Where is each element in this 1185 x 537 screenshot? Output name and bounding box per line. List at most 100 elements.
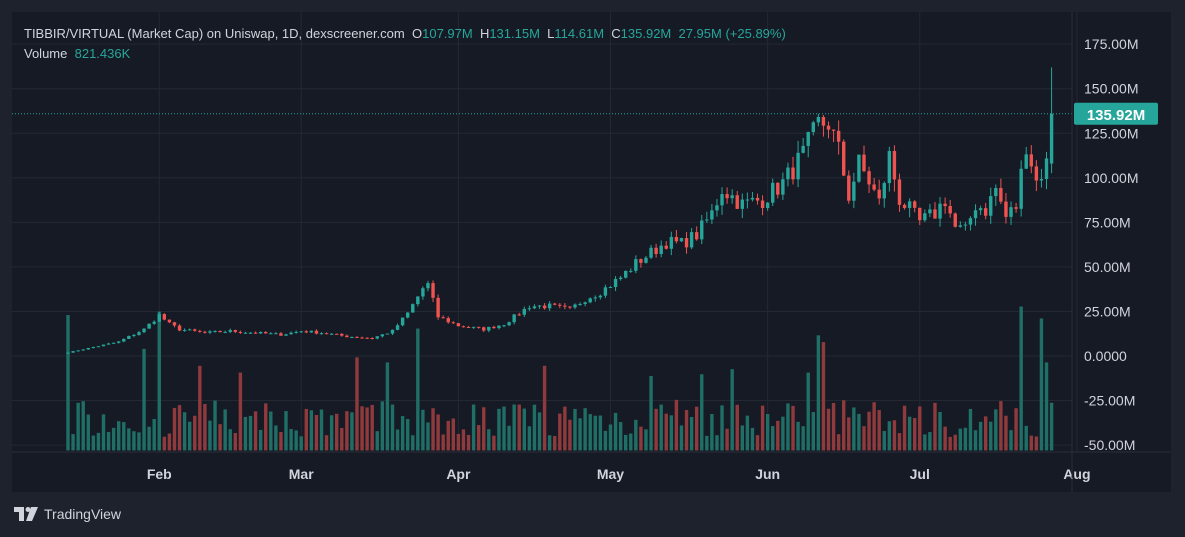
volume-bar xyxy=(446,420,450,451)
volume-bar xyxy=(933,402,937,451)
volume-bar xyxy=(983,416,988,451)
volume-bar xyxy=(264,403,268,451)
candle-body xyxy=(862,154,866,172)
candlestick-chart[interactable]: 175.00M 150.00M 125.00M 100.00M 75.00M 50.00M… xyxy=(12,12,1171,492)
candle-body xyxy=(745,199,750,201)
legend-open-value: 107.97M xyxy=(422,26,473,41)
volume-bar xyxy=(299,436,303,451)
candle-body xyxy=(289,332,293,335)
candle-body xyxy=(659,245,663,254)
candle-body xyxy=(405,312,410,318)
tradingview-attribution[interactable]: TradingView xyxy=(14,506,121,522)
candle-body xyxy=(471,326,476,328)
x-tick-label: Apr xyxy=(446,466,471,482)
legend-volume-value: 821.436K xyxy=(74,46,131,61)
candle-body xyxy=(760,200,765,208)
candle-body xyxy=(380,334,385,337)
candle-body xyxy=(943,203,947,207)
candle-body xyxy=(309,330,314,333)
candle-body xyxy=(568,306,572,308)
volume-bar xyxy=(654,408,658,451)
volume-bar xyxy=(806,372,810,451)
volume-bar xyxy=(274,425,278,451)
volume-bar xyxy=(765,414,770,451)
chart-panel[interactable]: 175.00M 150.00M 125.00M 100.00M 75.00M 50.00M… xyxy=(12,12,1171,492)
candle-body xyxy=(284,334,288,336)
candle-body xyxy=(978,208,983,211)
volume-bar xyxy=(208,420,212,451)
volume-bar xyxy=(989,421,993,451)
volume-bar xyxy=(172,407,177,451)
volume-bar xyxy=(826,408,831,451)
candle-body xyxy=(329,333,334,335)
volume-bar xyxy=(471,404,476,451)
candle-body xyxy=(411,304,415,313)
volume-bar xyxy=(781,416,785,451)
candle-body xyxy=(781,179,785,195)
volume-bar xyxy=(608,424,613,451)
candle-body xyxy=(441,317,445,319)
volume-bar xyxy=(314,414,319,451)
y-tick-label: 125.00M xyxy=(1084,125,1138,141)
candle-body xyxy=(400,317,405,326)
volume-bar xyxy=(963,427,968,451)
volume-bar xyxy=(132,431,136,451)
candle-body xyxy=(264,331,268,334)
volume-bar xyxy=(451,418,456,451)
y-tick-label: -50.00M xyxy=(1084,437,1135,453)
x-tick-label: Jun xyxy=(755,466,780,482)
volume-bar xyxy=(735,404,739,451)
y-tick-label: -25.00M xyxy=(1084,393,1135,409)
candles xyxy=(66,67,1054,354)
volume-bar xyxy=(482,407,486,451)
volume-bar xyxy=(558,413,562,451)
candle-body xyxy=(436,297,440,318)
candle-body xyxy=(385,333,390,335)
candle-body xyxy=(421,288,425,297)
candle-body xyxy=(852,181,856,201)
volume-bar xyxy=(862,426,866,451)
candle-body xyxy=(725,194,729,199)
candle-body xyxy=(811,122,815,133)
candle-body xyxy=(973,210,978,219)
candle-body xyxy=(613,278,618,288)
candle-body xyxy=(689,232,694,248)
candle-body xyxy=(877,189,881,199)
volume-bar xyxy=(943,426,947,451)
candle-body xyxy=(228,330,232,332)
candle-body xyxy=(167,319,172,323)
volume-bar xyxy=(96,432,101,451)
candle-body xyxy=(542,305,547,309)
volume-bar xyxy=(258,429,263,451)
volume-bar xyxy=(456,433,461,451)
candle-body xyxy=(968,218,973,225)
volume-bar xyxy=(674,399,679,451)
candle-body xyxy=(269,333,273,335)
volume-bar xyxy=(1014,408,1018,451)
volume-bar xyxy=(147,426,151,451)
volume-bar xyxy=(664,413,668,451)
candle-body xyxy=(243,332,248,334)
volume-bar xyxy=(390,404,395,451)
legend-high-label: H xyxy=(479,26,490,41)
volume-bar xyxy=(294,430,298,451)
candle-body xyxy=(527,308,532,310)
candle-body xyxy=(446,318,450,323)
volume-bar xyxy=(740,425,745,451)
volume-bar xyxy=(877,410,881,451)
candle-body xyxy=(248,332,253,334)
tradingview-brand: TradingView xyxy=(44,506,122,522)
volume-bar xyxy=(659,404,663,451)
candle-body xyxy=(431,283,435,298)
volume-bars xyxy=(66,306,1054,451)
volume-bar xyxy=(441,434,445,451)
candle-body xyxy=(1004,201,1008,217)
volume-bar xyxy=(750,427,755,451)
volume-bar xyxy=(324,435,329,451)
legend-close-label: C xyxy=(611,26,621,41)
y-tick-label: 25.00M xyxy=(1084,303,1131,319)
volume-bar xyxy=(745,415,750,451)
volume-bar xyxy=(796,421,800,451)
volume-bar xyxy=(547,435,552,451)
volume-bar xyxy=(821,342,826,451)
